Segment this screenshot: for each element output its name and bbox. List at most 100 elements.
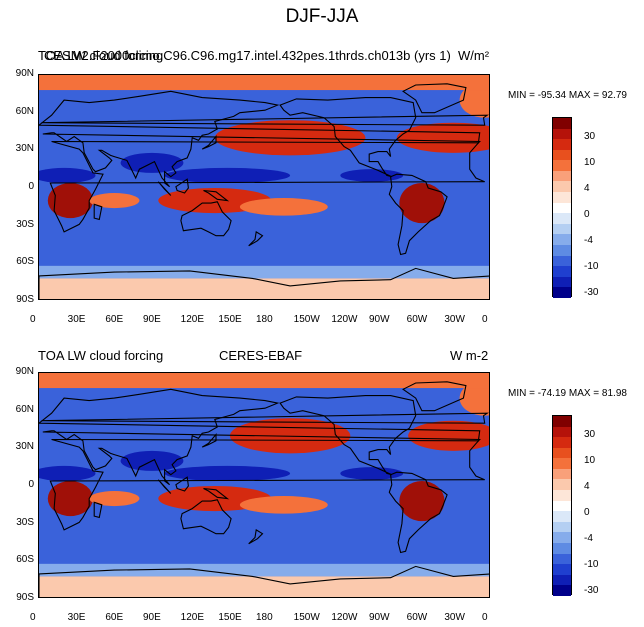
colorbar-swatch: [553, 170, 571, 182]
panel-2-center-label: CERES-EBAF: [219, 348, 303, 363]
field-indian-positive: [89, 193, 140, 209]
field-n-atlantic-positive: [396, 122, 489, 153]
figure-title: DJF-JJA: [285, 6, 359, 27]
colorbar-swatch: [553, 447, 571, 459]
y-tick-label: 90N: [15, 366, 34, 377]
colorbar-swatch: [553, 437, 571, 448]
field-africa-sahel-negative: [39, 465, 96, 481]
x-tick-label: 150E: [218, 314, 242, 325]
y-tick-label: 60S: [16, 256, 34, 268]
coastline-9: [175, 178, 189, 194]
colorbar-tick-label: -30: [584, 585, 599, 596]
field-spcz-positive: [239, 496, 328, 514]
colorbar-swatch: [553, 255, 571, 267]
coastline-2: [180, 499, 232, 535]
field-southern-ocean: [39, 563, 489, 577]
x-tick-label: 0: [482, 314, 488, 325]
colorbar-swatch: [553, 266, 571, 277]
field-antarctic-region: [39, 278, 489, 299]
panel-2-units: W m-2: [450, 348, 489, 363]
coastline-11: [93, 501, 103, 519]
coastline-12: [248, 529, 264, 545]
field-s-africa-positive: [47, 182, 93, 219]
colorbar-tick-label: -4: [584, 533, 593, 544]
field-map-svg: [39, 373, 489, 597]
coastline-10: [201, 135, 217, 150]
x-tick-label: 90E: [143, 612, 161, 623]
x-tick-label: 0: [482, 612, 488, 623]
colorbar-swatch: [553, 490, 571, 501]
colorbar-swatch: [553, 521, 571, 533]
field-antarctic-region: [39, 576, 489, 597]
colorbar-swatch: [553, 202, 571, 214]
colorbar-tick-label: 30: [584, 429, 596, 440]
colorbar-swatch: [553, 574, 571, 586]
panel-1-left-label-a: TOA LW cloud forcing: [38, 48, 164, 63]
x-tick-label: 90W: [369, 612, 390, 623]
field-arctic-band: [39, 373, 489, 389]
colorbar-swatch: [553, 234, 571, 245]
colorbar-swatch: [553, 500, 571, 512]
panel-2-colorbar: [552, 415, 572, 596]
x-tick-label: 120W: [331, 314, 358, 325]
y-tick-label: 30S: [16, 218, 34, 230]
field-map-svg: [39, 75, 489, 299]
x-tick-label: 180: [256, 612, 273, 623]
colorbar-tick-label: 4: [584, 183, 590, 194]
colorbar-tick-label: 10: [584, 157, 596, 168]
coastline-4: [388, 471, 448, 554]
colorbar-swatch: [553, 542, 571, 554]
field-s-america-positive: [399, 182, 445, 224]
colorbar-tick-label: 0: [584, 507, 590, 518]
colorbar-swatch: [553, 181, 571, 193]
field-arctic-positive: [459, 380, 489, 416]
colorbar-tick-label: 10: [584, 455, 596, 466]
coastline-0: [49, 438, 485, 531]
field-arctic-band: [39, 75, 489, 91]
y-tick-label: 0: [28, 181, 34, 192]
y-tick-label: 30N: [15, 441, 34, 453]
colorbar-swatch: [553, 564, 571, 575]
coastline-1: [39, 90, 482, 188]
field-s-america-positive: [399, 480, 445, 522]
colorbar-tick-label: -10: [584, 559, 599, 570]
colorbar-swatch: [553, 585, 571, 596]
x-tick-label: 0: [30, 612, 36, 623]
panel-1-map: [38, 74, 490, 300]
coastline-13: [41, 114, 489, 126]
colorbar-swatch: [553, 458, 571, 469]
coastline-8: [203, 487, 230, 500]
colorbar-swatch: [553, 532, 571, 543]
colorbar-swatch: [553, 213, 571, 224]
colorbar-swatch: [553, 416, 571, 427]
panel-1-left-label-b: CESM2.F2000climo.C96.C96.mg17.intel.432p…: [44, 48, 451, 63]
coastline-2: [180, 201, 232, 237]
x-tick-label: 180: [256, 314, 273, 325]
coastline-1: [39, 388, 482, 486]
x-tick-label: 30E: [67, 314, 86, 325]
x-tick-label: 30E: [67, 612, 86, 623]
x-tick-label: 150W: [293, 314, 320, 325]
x-tick-label: 60E: [105, 612, 124, 623]
x-tick-label: 60E: [105, 314, 124, 325]
coastline-12: [248, 231, 264, 247]
coastline-7: [157, 479, 172, 494]
coastline-10: [201, 433, 217, 448]
field-e-pacific-itcz-negative: [340, 169, 404, 182]
x-tick-label: 90W: [369, 314, 390, 325]
coastline-11: [93, 203, 103, 221]
colorbar-swatch: [553, 118, 571, 129]
y-tick-label: 90S: [16, 592, 34, 603]
coastline-6: [39, 565, 489, 597]
x-tick-label: 150W: [293, 612, 320, 623]
field-africa-sahel-negative: [39, 167, 96, 183]
colorbar-swatch: [553, 426, 571, 438]
coastline-4: [388, 173, 448, 256]
x-tick-label: 0: [30, 314, 36, 325]
field-itcz-negative: [164, 167, 291, 183]
coastline-7: [157, 181, 172, 196]
y-tick-label: 30S: [16, 516, 34, 528]
coastline-3: [279, 395, 417, 476]
y-tick-label: 30N: [15, 143, 34, 155]
coastline-13: [41, 412, 489, 424]
